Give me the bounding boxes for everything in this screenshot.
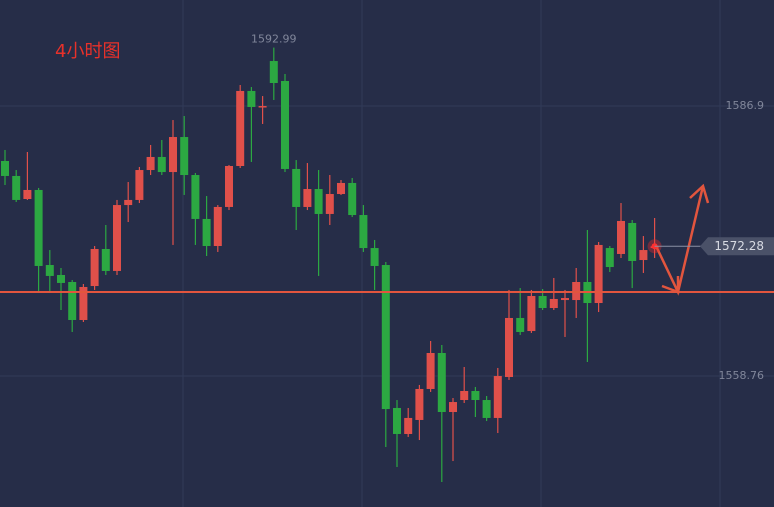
candle-body [628, 222, 637, 261]
candle-body [617, 220, 625, 254]
plot: 1558.76 1586.9 1592.99 [0, 33, 774, 482]
candle-body [303, 189, 312, 207]
candle-body [594, 244, 603, 304]
candle-body [90, 248, 99, 287]
high-label: 1592.99 [251, 33, 297, 46]
candle-body [34, 189, 43, 266]
candle-body [157, 156, 166, 173]
candle-body [247, 90, 256, 107]
candle-body [605, 248, 614, 268]
candle-body [639, 250, 648, 261]
candle-body [258, 106, 267, 108]
candle-body [381, 265, 390, 410]
chart-title: 4小时图 [55, 41, 120, 62]
candle-body [146, 156, 155, 171]
candle-body [23, 189, 32, 200]
candle-body [314, 189, 323, 214]
last-price-label: 1572.28 [714, 239, 764, 253]
candle-body [359, 215, 368, 249]
candle-body [1, 161, 9, 176]
candle-body [12, 175, 21, 200]
candle-body [325, 194, 334, 214]
candle-body [202, 218, 211, 247]
candle-body [292, 168, 301, 207]
y-tick-label: 1586.9 [726, 99, 765, 112]
candle-body [370, 248, 379, 266]
candle-body [101, 248, 110, 271]
candle-body [460, 390, 469, 401]
candle-body [527, 296, 536, 332]
candle-body [505, 317, 513, 377]
candle-body [169, 137, 177, 173]
candle-body [45, 265, 54, 276]
candle-body [225, 165, 233, 207]
candle-body [393, 407, 401, 434]
candle-body [415, 388, 424, 420]
candle-body [113, 205, 121, 271]
candle-body [281, 80, 289, 169]
candle-body [135, 170, 144, 200]
candle-body [337, 182, 345, 195]
candle-body [482, 400, 491, 418]
candle-body [538, 296, 547, 308]
y-tick-label: 1558.76 [719, 369, 765, 382]
candle-body [348, 182, 357, 216]
candle-body [124, 199, 133, 206]
candle-body [68, 281, 77, 320]
candle-body [426, 353, 435, 389]
candle-body [213, 206, 222, 247]
candle-body [561, 298, 569, 301]
candle-body [79, 286, 88, 320]
candle-body [180, 137, 189, 176]
candle-body [471, 390, 480, 401]
candle-body [516, 317, 525, 332]
candle-body [57, 274, 65, 283]
candle-body [493, 376, 502, 418]
candle-body [549, 298, 558, 308]
candle-body [437, 353, 446, 413]
candle-body [269, 61, 278, 83]
candle-body [449, 402, 457, 413]
candle-body [404, 417, 413, 434]
last-price-box [700, 237, 774, 256]
candle-body [236, 90, 245, 166]
candle-body [191, 175, 200, 219]
